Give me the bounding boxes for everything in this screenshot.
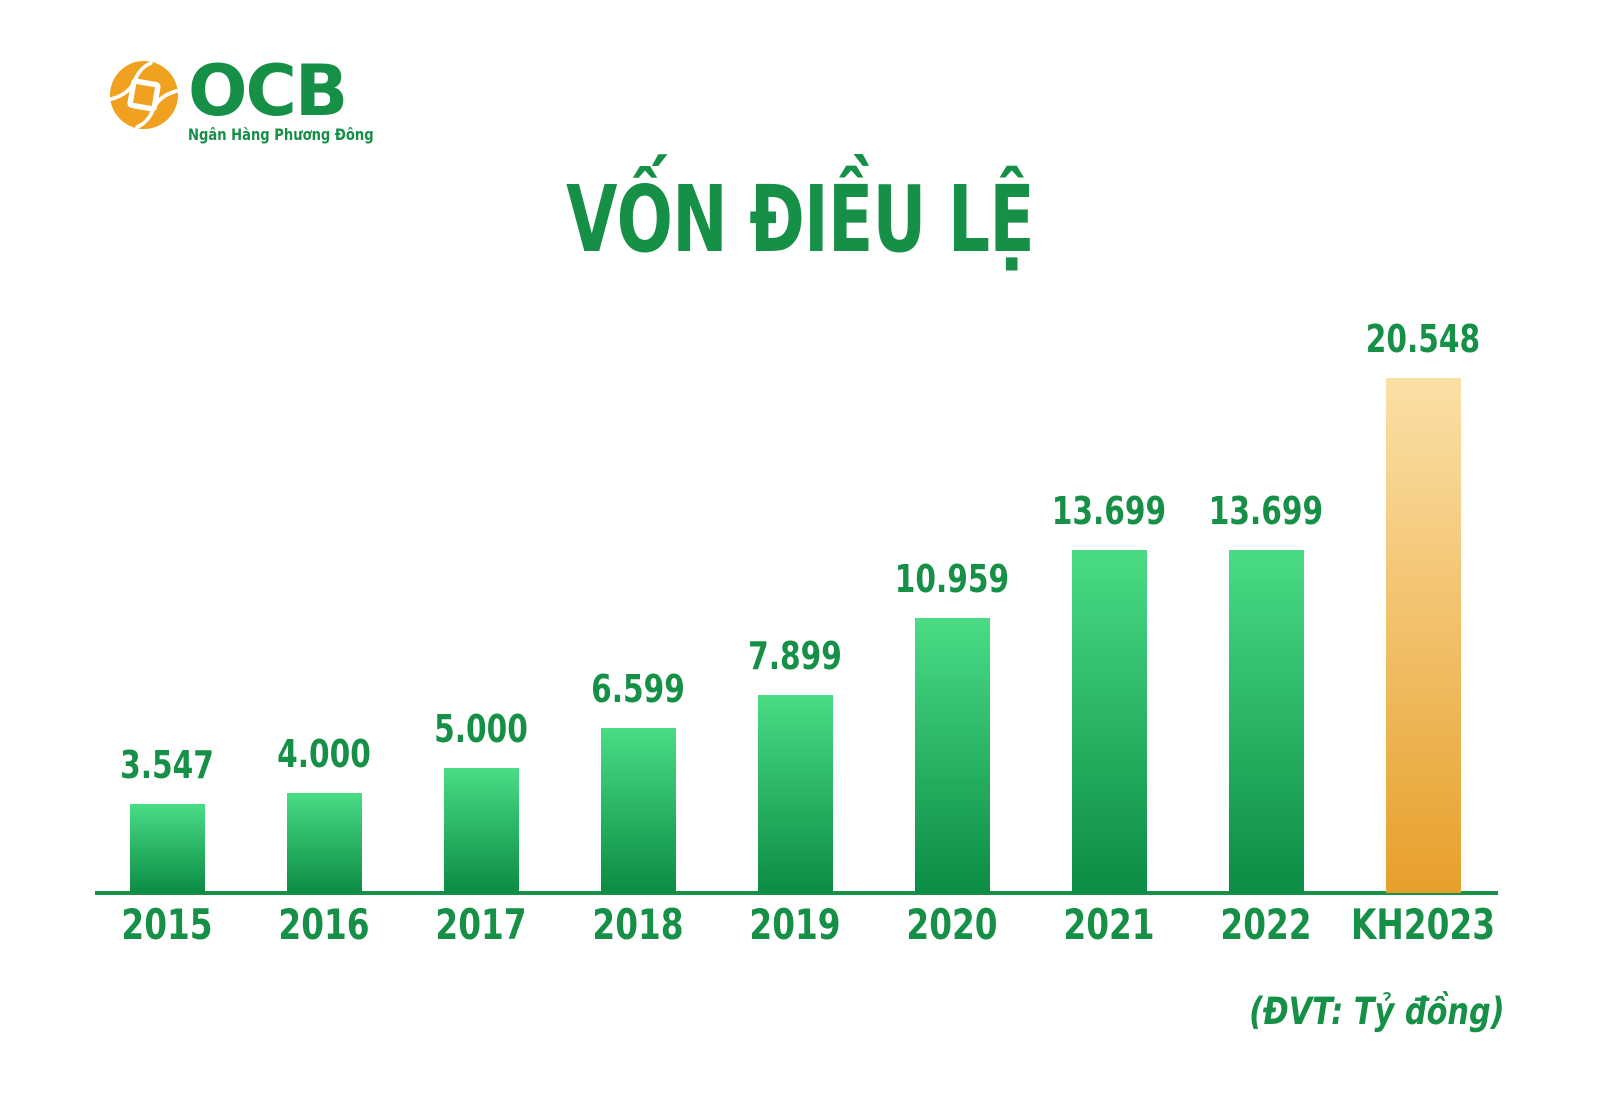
bar-2017 [443, 768, 519, 893]
bar-2015 [129, 804, 205, 893]
bar-2018 [600, 728, 676, 893]
logo-brand: OCB [188, 50, 348, 132]
value-label-2020: 10.959 [894, 557, 1010, 601]
bar-2021 [1071, 550, 1147, 893]
category-label-2015: 2015 [121, 900, 213, 949]
coin-seam-bottom-right [135, 89, 178, 129]
logo-subtitle: Ngân Hàng Phương Đông [188, 125, 374, 144]
category-label-2017: 2017 [435, 900, 527, 949]
ocb-coin-logo-icon [110, 61, 178, 129]
value-label-2021: 13.699 [1051, 489, 1167, 533]
bar-KH2023 [1385, 378, 1461, 893]
value-label-2018: 6.599 [591, 667, 685, 711]
category-label-2019: 2019 [749, 900, 841, 949]
bar-2016 [286, 793, 362, 893]
unit-note: (ĐVT: Tỷ đồng) [1249, 990, 1505, 1033]
bar-2022 [1228, 550, 1304, 893]
coin-square-hole [127, 78, 161, 112]
chart-title: VỐN ĐIỀU LỆ [566, 166, 1035, 273]
category-label-KH2023: KH2023 [1351, 900, 1495, 949]
coin-seam-top-left [110, 61, 153, 101]
category-label-2022: 2022 [1220, 900, 1312, 949]
category-label-2018: 2018 [592, 900, 684, 949]
coin-circle [110, 61, 178, 129]
value-label-2015: 3.547 [120, 743, 214, 787]
value-label-2022: 13.699 [1208, 489, 1324, 533]
category-label-2016: 2016 [278, 900, 370, 949]
x-axis-line [95, 891, 1498, 895]
category-label-2020: 2020 [906, 900, 998, 949]
ocb-logo: OCB Ngân Hàng Phương Đông [110, 50, 414, 144]
value-label-2016: 4.000 [277, 732, 371, 776]
logo-text-block: OCB Ngân Hàng Phương Đông [188, 50, 414, 144]
bar-2019 [757, 695, 833, 893]
bar-2020 [914, 618, 990, 893]
value-label-KH2023: 20.548 [1365, 317, 1481, 361]
value-label-2017: 5.000 [434, 707, 528, 751]
value-label-2019: 7.899 [748, 634, 842, 678]
category-label-2021: 2021 [1063, 900, 1155, 949]
